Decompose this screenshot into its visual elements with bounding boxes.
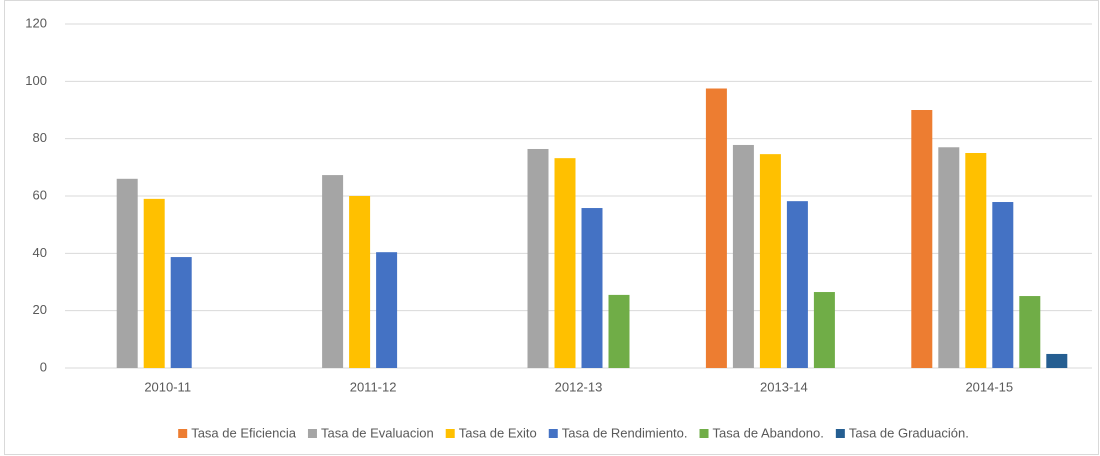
legend-swatch — [835, 429, 845, 438]
legend-swatch — [548, 429, 558, 438]
y-tick-label: 40 — [33, 245, 47, 260]
y-tick-label: 20 — [33, 302, 47, 317]
bar — [938, 147, 960, 368]
bar — [813, 292, 835, 368]
bar — [116, 178, 138, 368]
bar — [759, 154, 781, 368]
bar — [786, 201, 808, 368]
bar — [527, 148, 549, 368]
bar — [1046, 353, 1068, 368]
legend-label: Tasa de Graduación. — [849, 425, 969, 440]
bar — [376, 252, 398, 368]
legend-swatch — [699, 429, 709, 438]
x-tick-label: 2011-12 — [350, 379, 397, 394]
bar — [349, 196, 371, 368]
legend-label: Tasa de Abandono. — [713, 425, 824, 440]
legend-swatch — [307, 429, 317, 438]
bar — [554, 158, 576, 368]
legend-swatch — [178, 429, 188, 438]
y-tick-label: 60 — [33, 187, 47, 202]
bar — [965, 153, 987, 368]
x-tick-label: 2012-13 — [555, 379, 603, 394]
bar — [143, 198, 165, 368]
bar — [581, 208, 603, 368]
bar — [608, 294, 630, 368]
y-tick-label: 120 — [25, 15, 47, 30]
bar — [911, 110, 933, 368]
legend-label: Tasa de Rendimiento. — [562, 425, 688, 440]
y-tick-label: 100 — [25, 73, 47, 88]
bar — [322, 175, 344, 368]
bar — [170, 257, 192, 368]
x-tick-label: 2014-15 — [965, 379, 1013, 394]
legend-label: Tasa de Evaluacion — [321, 425, 434, 440]
bar — [732, 144, 754, 368]
bar — [1019, 296, 1041, 368]
bar — [705, 88, 727, 368]
legend-label: Tasa de Exito — [459, 425, 537, 440]
legend-label: Tasa de Eficiencia — [191, 425, 297, 440]
y-tick-label: 80 — [33, 130, 47, 145]
y-tick-label: 0 — [40, 359, 47, 374]
x-tick-label: 2013-14 — [760, 379, 808, 394]
x-tick-label: 2010-11 — [144, 379, 191, 394]
bar — [992, 202, 1014, 368]
legend-swatch — [445, 429, 455, 438]
